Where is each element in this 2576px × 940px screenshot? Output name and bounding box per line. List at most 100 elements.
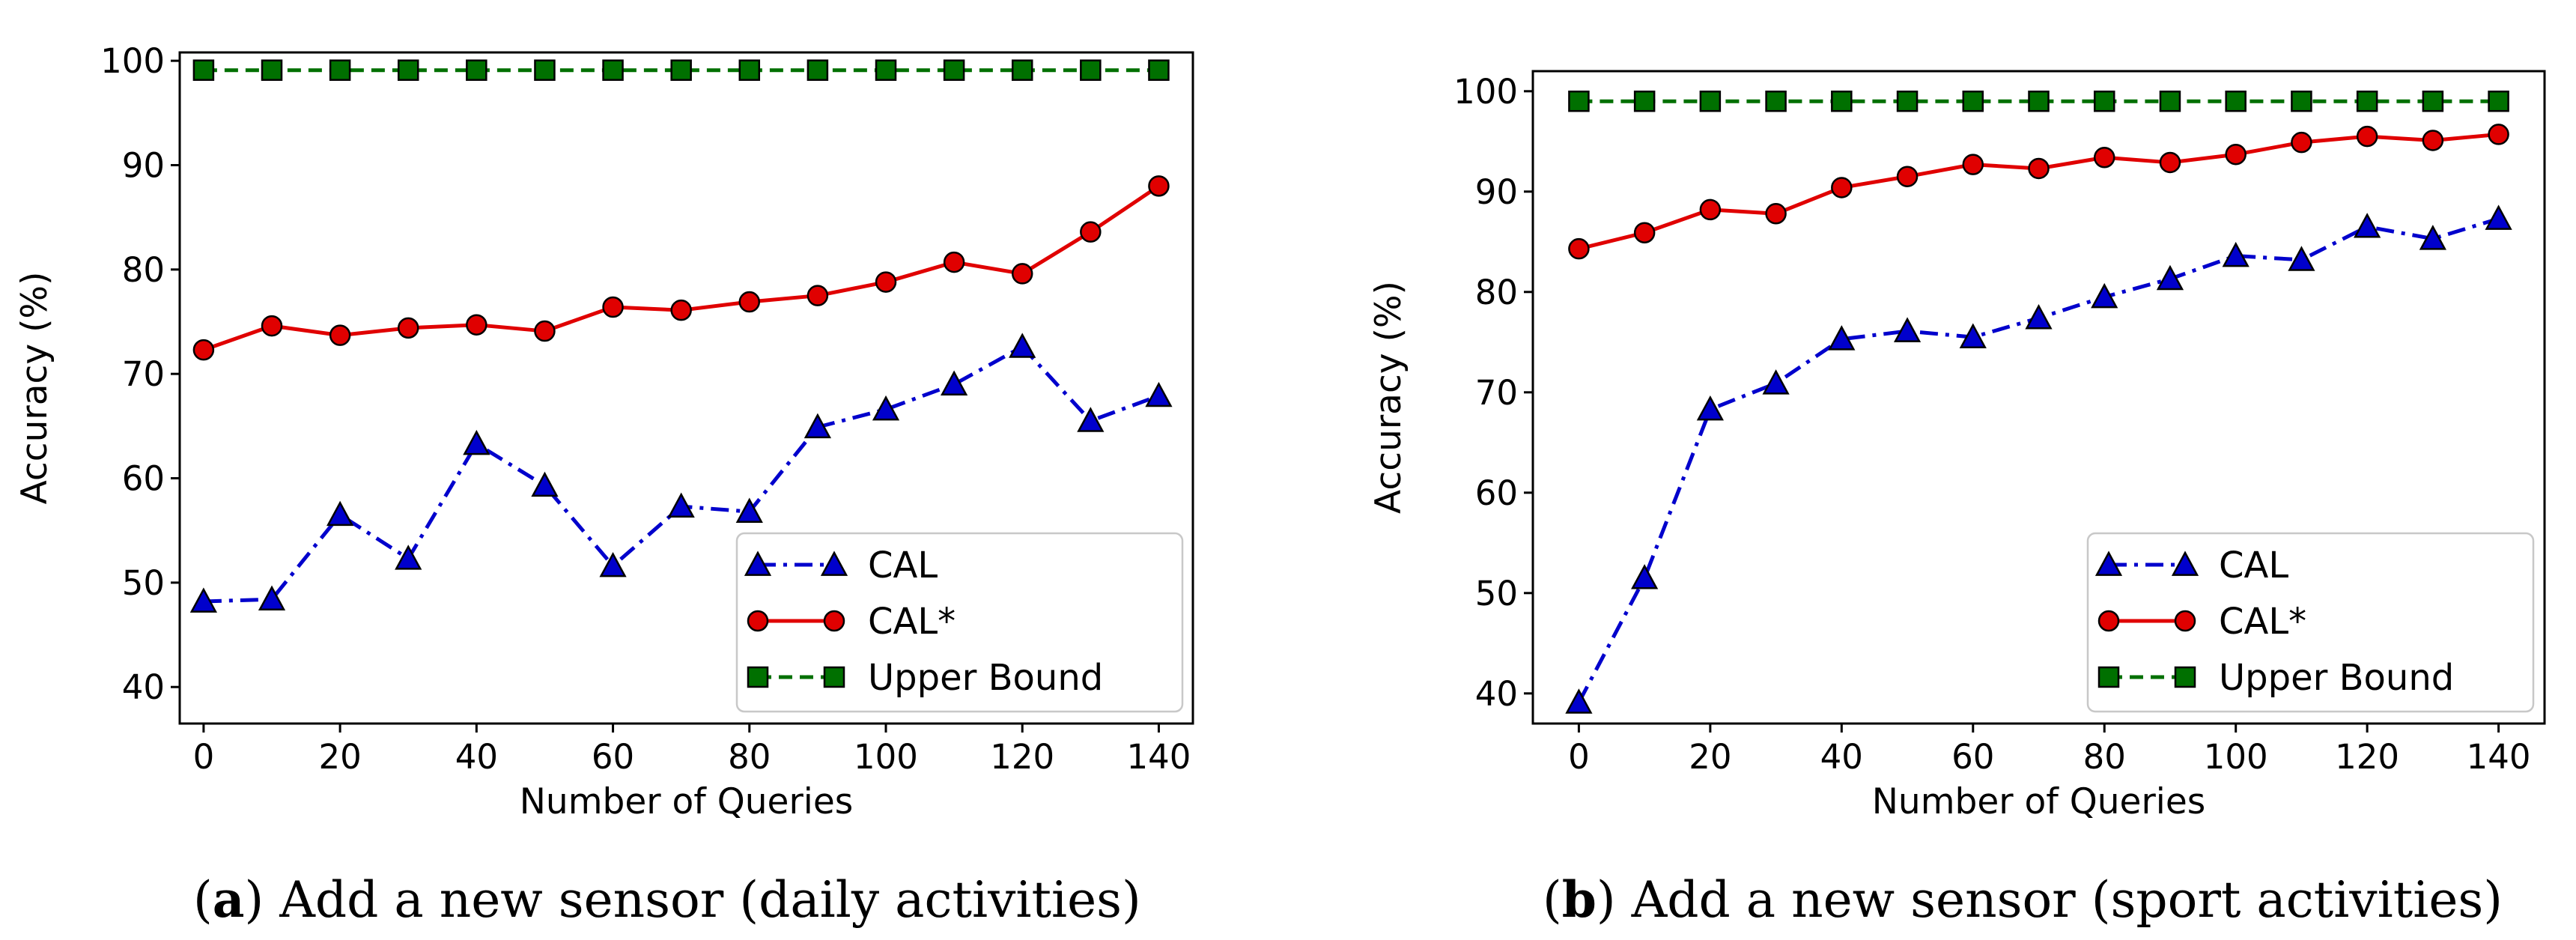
- data-point-cal-10: [258, 585, 286, 611]
- data-point-cal-70: [667, 492, 695, 518]
- data-point-upper-bound-110: [943, 59, 965, 81]
- data-point-cal-star-30: [1765, 203, 1787, 225]
- x-tick-label-60: 60: [592, 737, 634, 777]
- x-tick-label-120: 120: [2335, 737, 2399, 777]
- legend-marker-start-cal-star: [2097, 610, 2120, 632]
- data-point-cal-star-0: [1568, 237, 1590, 260]
- legend-box: [735, 532, 1184, 713]
- y-tick-label-50: 50: [122, 563, 165, 603]
- data-point-cal-80: [2091, 282, 2118, 309]
- x-tick-label-60: 60: [1951, 737, 1994, 777]
- data-point-cal-90: [804, 413, 831, 439]
- data-point-upper-bound-0: [192, 59, 215, 81]
- caption-text: ) Add a new sensor (sport activities): [1597, 871, 2503, 929]
- data-point-upper-bound-70: [670, 59, 692, 81]
- y-axis-label: Accuracy (%): [1368, 281, 1409, 514]
- data-point-upper-bound-10: [1633, 90, 1656, 112]
- data-point-upper-bound-40: [1831, 90, 1853, 112]
- legend-label-cal-star: CAL*: [2219, 601, 2306, 643]
- data-point-upper-bound-80: [738, 59, 761, 81]
- data-point-cal-140: [1145, 381, 1173, 407]
- data-point-cal-140: [2485, 204, 2512, 230]
- y-tick-label-60: 60: [122, 459, 165, 499]
- data-point-upper-bound-20: [1699, 90, 1722, 112]
- data-point-cal-110: [941, 370, 968, 395]
- plot-frame: [178, 51, 1194, 725]
- data-point-cal-star-30: [397, 317, 419, 339]
- caption-letter: b: [1562, 870, 1597, 929]
- data-point-cal-40: [1828, 325, 1856, 351]
- legend-marker-end-upper-bound: [2174, 666, 2196, 688]
- y-tick-label-50: 50: [1475, 574, 1518, 613]
- y-tick-label-40: 40: [1475, 674, 1518, 714]
- y-axis-label: Accuracy (%): [14, 272, 55, 505]
- data-point-cal-star-140: [2488, 124, 2509, 145]
- legend-marker-start-upper-bound: [2097, 666, 2120, 688]
- caption-open-paren: (: [1543, 871, 1562, 929]
- x-tick-label-40: 40: [1820, 737, 1863, 777]
- y-tick-label-100: 100: [1453, 72, 1518, 112]
- data-point-cal-star-50: [1896, 166, 1919, 187]
- figure-caption: (b) Add a new sensor (sport activities): [1543, 870, 2503, 929]
- data-point-upper-bound-50: [534, 59, 556, 81]
- data-point-upper-bound-130: [1080, 59, 1102, 81]
- legend-marker-end-cal: [820, 551, 848, 576]
- legend-marker-start-upper-bound: [747, 666, 769, 688]
- data-point-cal-120: [2354, 213, 2381, 238]
- x-tick-label-20: 20: [318, 737, 361, 777]
- data-point-cal-40: [463, 429, 490, 455]
- data-point-cal-30: [1762, 369, 1790, 395]
- y-tick-label-80: 80: [1475, 273, 1518, 312]
- data-point-upper-bound-110: [2291, 90, 2312, 112]
- data-point-cal-70: [2025, 304, 2053, 330]
- legend-marker-end-cal-star: [2174, 610, 2196, 632]
- legend-label-upper-bound: Upper Bound: [868, 657, 1103, 699]
- data-point-cal-50: [1893, 317, 1922, 342]
- y-tick-label-100: 100: [100, 41, 165, 81]
- data-point-cal-star-140: [1148, 175, 1170, 197]
- x-tick-label-120: 120: [990, 737, 1054, 777]
- chart-a: 0 20 40 60 80 100 120 140405060708090100Number …: [14, 41, 1194, 929]
- legend-box: [2086, 532, 2535, 713]
- data-point-upper-bound-40: [466, 59, 487, 81]
- caption-open-paren: (: [193, 871, 213, 929]
- data-point-cal-star-10: [1633, 222, 1656, 243]
- data-point-upper-bound-60: [1962, 90, 1984, 112]
- data-point-cal-star-130: [2422, 130, 2444, 151]
- caption-letter: a: [213, 870, 245, 929]
- y-tick-label-70: 70: [122, 354, 165, 394]
- y-tick-label-60: 60: [1475, 473, 1518, 513]
- legend-label-cal: CAL: [868, 545, 938, 586]
- data-point-cal-star-70: [2028, 157, 2050, 180]
- data-point-cal-100: [872, 395, 900, 421]
- data-point-upper-bound-100: [875, 59, 897, 81]
- data-point-cal-90: [2156, 264, 2184, 291]
- data-point-upper-bound-10: [261, 59, 283, 81]
- legend-marker-start-cal-star: [747, 610, 769, 632]
- data-point-upper-bound-130: [2422, 90, 2444, 112]
- data-point-upper-bound-0: [1568, 90, 1590, 112]
- data-point-cal-30: [395, 545, 422, 570]
- x-axis-label: Number of Queries: [520, 781, 853, 822]
- data-point-cal-0: [1565, 688, 1593, 714]
- legend-marker-end-cal: [2171, 551, 2199, 576]
- legend: CAL CAL* Upper Bound: [735, 532, 1184, 713]
- legend-marker-start-cal: [744, 551, 772, 576]
- data-point-cal-80: [735, 497, 763, 523]
- x-tick-label-0: 0: [1568, 737, 1590, 777]
- legend-label-cal-star: CAL*: [868, 601, 956, 643]
- data-point-cal-star-60: [602, 296, 624, 318]
- data-point-cal-star-110: [943, 251, 965, 273]
- legend-marker-start-cal: [2094, 551, 2123, 576]
- data-point-upper-bound-100: [2225, 90, 2247, 112]
- data-point-upper-bound-30: [397, 59, 419, 81]
- data-point-cal-20: [1696, 395, 1724, 421]
- x-tick-label-80: 80: [728, 737, 771, 777]
- data-point-cal-star-100: [2225, 143, 2247, 166]
- data-point-upper-bound-20: [329, 59, 351, 81]
- data-point-cal-star-90: [2159, 151, 2181, 174]
- data-point-cal-star-70: [670, 299, 692, 321]
- data-point-cal-130: [2419, 225, 2446, 250]
- data-point-cal-20: [326, 500, 354, 527]
- y-tick-label-90: 90: [1475, 172, 1518, 212]
